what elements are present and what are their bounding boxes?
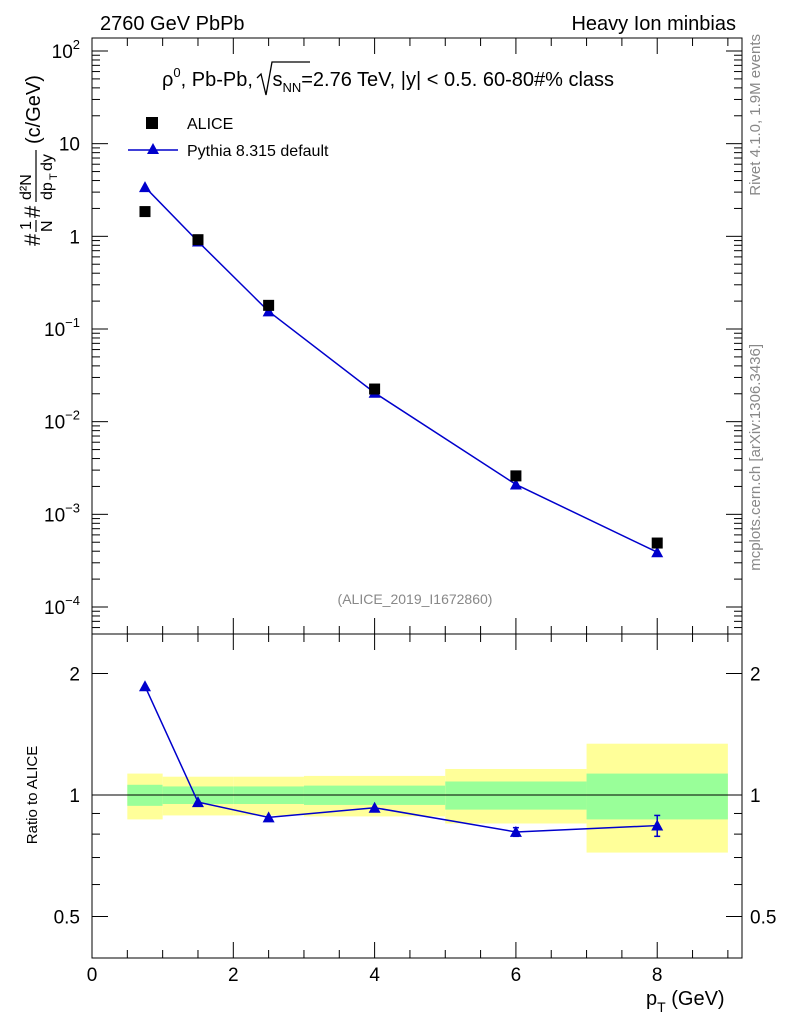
pythia-point <box>138 181 151 193</box>
analysis-id-watermark: (ALICE_2019_I1672860) <box>338 591 493 607</box>
x-axis-label: pT (GeV) <box>646 988 725 1015</box>
ratio-pythia-point <box>509 825 522 837</box>
ylabel-d2n: d²N <box>18 174 35 200</box>
main-y-tick-base: 10 <box>44 413 65 434</box>
main-y-tick-label: 10−2 <box>44 408 80 434</box>
mcplots-label: mcplots.cern.ch [arXiv:1306.3436] <box>747 344 764 571</box>
main-y-tick-exponent: −1 <box>65 315 80 330</box>
rivet-version-label: Rivet 4.1.0, 1.9M events <box>747 34 764 196</box>
pythia-line <box>144 186 658 553</box>
ratio-y-tick-label-right: 2 <box>750 665 761 686</box>
alice-point <box>651 537 663 549</box>
ylabel-units: (c/GeV) <box>23 75 45 144</box>
header-left-label: 2760 GeV PbPb <box>100 13 245 35</box>
main-y-tick-label: 10−4 <box>44 593 80 619</box>
ylabel-hash2: # <box>20 205 45 218</box>
main-y-tick-label: 102 <box>52 37 80 63</box>
ratio-pythia-point <box>138 680 151 692</box>
ylabel-hash1: # <box>20 233 45 246</box>
ratio-frame <box>91 633 743 959</box>
alice-point <box>139 206 151 218</box>
x-tick-label: 0 <box>87 965 98 986</box>
pythia-point <box>262 305 275 317</box>
xlabel-unit: (GeV) <box>666 988 725 1010</box>
main-y-tick-label: 10 <box>59 135 80 156</box>
ratio-band-inner <box>445 781 587 810</box>
ylabel-one: 1 <box>18 221 35 230</box>
ratio-pythia-point <box>651 819 664 831</box>
title-part1: , Pb-Pb, <box>181 69 259 91</box>
main-y-tick-label: 1 <box>69 227 80 248</box>
title-part2: =2.76 TeV, |y| < 0.5. 60-80#% class <box>301 69 614 91</box>
ratio-pythia-line <box>144 685 658 833</box>
legend-mc-marker <box>147 143 159 154</box>
ylabel-dp: dp <box>39 182 56 200</box>
main-y-tick-exponent: −4 <box>65 593 80 608</box>
ratio-panel: 0.5 0.5 1 1 2 2 0 2 4 6 8 <box>54 633 776 986</box>
legend-data-label: ALICE <box>187 116 233 133</box>
x-tick-label: 2 <box>228 965 239 986</box>
main-y-tick-label: 10−1 <box>44 315 80 341</box>
main-y-tick-exponent: −2 <box>65 408 80 423</box>
alice-point <box>263 299 275 311</box>
title-sqrt-s: s <box>272 69 282 91</box>
main-y-axis-label: # 1 N # d²N dp T dy (c/GeV) <box>18 75 60 246</box>
plot-title: ρ0, Pb-Pb, sNN=2.76 TeV, |y| < 0.5. 60-8… <box>162 65 614 95</box>
x-tick-label: 8 <box>652 965 663 986</box>
ratio-pythia-point <box>191 796 204 808</box>
main-y-tick-label: 10−3 <box>44 500 80 526</box>
main-y-tick-base: 10 <box>44 505 65 526</box>
main-y-tick-base: 10 <box>44 320 65 341</box>
sqrt-symbol <box>256 61 310 96</box>
xlabel-t-sub: T <box>657 999 666 1015</box>
main-y-tick-base: 10 <box>52 42 73 63</box>
legend-mc-label: Pythia 8.315 default <box>187 143 329 160</box>
main-y-tick-exponent: −3 <box>65 500 80 515</box>
alice-point <box>192 234 204 246</box>
alice-point <box>510 470 522 482</box>
ratio-y-tick-label-left: 0.5 <box>54 908 80 929</box>
pythia-point <box>509 478 522 490</box>
ylabel-t-sub: T <box>48 173 60 180</box>
ratio-y-axis-label: Ratio to ALICE <box>24 746 41 844</box>
xlabel-p: p <box>646 988 657 1010</box>
ratio-band-inner <box>586 773 728 820</box>
ratio-pythia-point <box>368 801 381 813</box>
main-y-tick-exponent: 2 <box>73 37 80 52</box>
alice-point <box>369 383 381 395</box>
x-tick-label: 6 <box>511 965 522 986</box>
title-sqrt-subscript: NN <box>282 80 301 95</box>
title-rho-superscript: 0 <box>173 65 180 80</box>
ylabel-dy: dy <box>39 154 56 171</box>
header-right-label: Heavy Ion minbias <box>571 13 736 35</box>
main-y-tick-base: 10 <box>44 598 65 619</box>
ratio-y-tick-label-right: 1 <box>750 786 761 807</box>
ylabel-n: N <box>39 220 56 232</box>
ratio-y-tick-label-left: 2 <box>69 665 80 686</box>
ratio-pythia-point <box>262 811 275 823</box>
title-rho: ρ <box>162 69 173 91</box>
pythia-point <box>651 546 664 558</box>
x-tick-label: 4 <box>369 965 380 986</box>
legend-data-marker <box>146 117 158 129</box>
ratio-y-tick-label-left: 1 <box>69 786 80 807</box>
ratio-y-tick-label-right: 0.5 <box>750 908 776 929</box>
